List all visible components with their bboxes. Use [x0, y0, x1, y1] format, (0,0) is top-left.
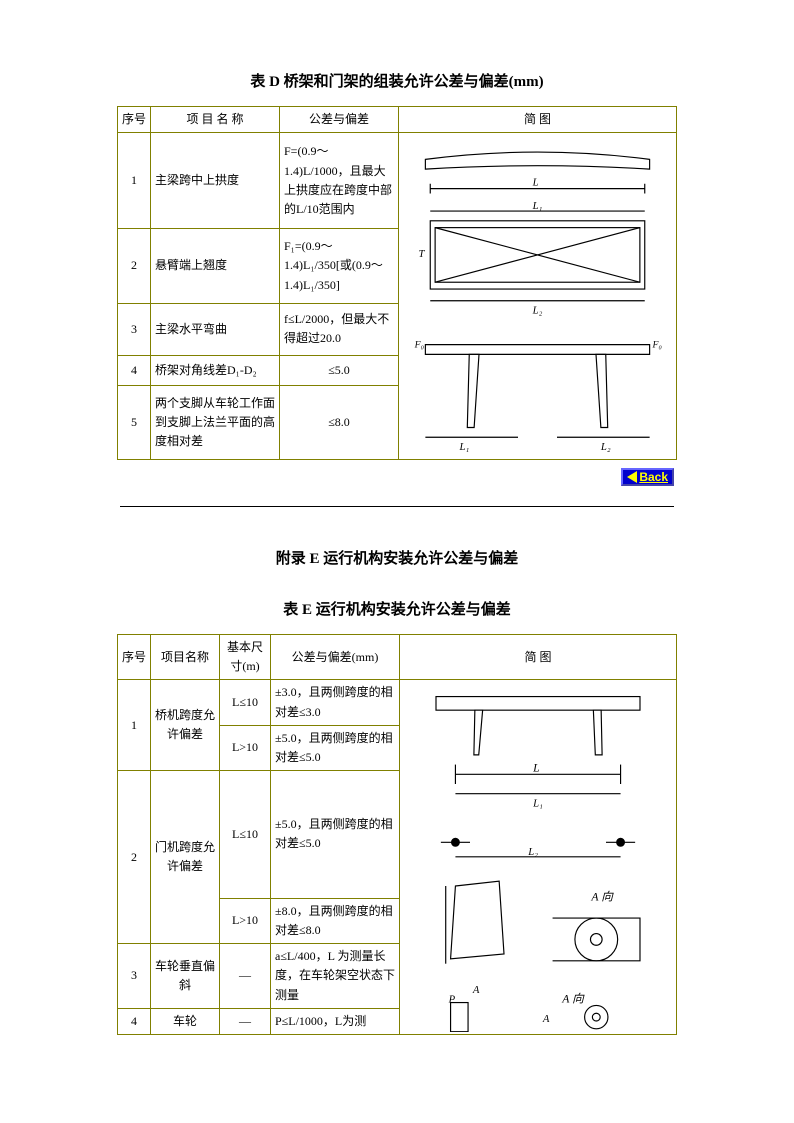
row-size: L≤10	[220, 680, 271, 725]
row-tol: F₁=(0.9～1.4)L₁/350[或(0.9～1.4)L₁/350]	[280, 229, 399, 303]
th-diagram: 简 图	[399, 107, 677, 133]
row-no: 3	[118, 303, 151, 355]
svg-text:A: A	[472, 984, 480, 996]
svg-text:L₂: L₂	[600, 441, 611, 453]
th-name: 项目名称	[151, 634, 220, 679]
row-name: 门机跨度允许偏差	[151, 771, 220, 944]
row-name: 主梁跨中上拱度	[151, 133, 280, 229]
svg-text:L: L	[532, 177, 539, 189]
back-arrow-icon	[627, 471, 637, 483]
mechanism-diagram-icon: L L₁ L₂ A 向	[402, 682, 674, 1032]
th-tol: 公差与偏差	[280, 107, 399, 133]
row-name: 车轮	[151, 1008, 220, 1034]
svg-text:F₀: F₀	[652, 340, 662, 351]
row-no: 2	[118, 771, 151, 944]
row-size: —	[220, 1008, 271, 1034]
th-name: 项 目 名 称	[151, 107, 280, 133]
row-size: L>10	[220, 898, 271, 943]
row-name: 车轮垂直偏斜	[151, 944, 220, 1009]
back-label: Back	[639, 470, 668, 484]
bridge-diagram-icon: L L₁ L₂ T L₁	[401, 135, 674, 457]
svg-text:L₁: L₁	[459, 441, 470, 453]
row-no: 1	[118, 133, 151, 229]
row-no: 1	[118, 680, 151, 771]
row-name: 两个支脚从车轮工作面到支脚上法兰平面的高度相对差	[151, 385, 280, 459]
row-tol: ±8.0，且两侧跨度的相对差≤8.0	[271, 898, 400, 943]
svg-text:L₂: L₂	[532, 305, 543, 317]
diagram-d: L L₁ L₂ T L₁	[399, 133, 677, 460]
th-no: 序号	[118, 634, 151, 679]
appendix-e-heading: 附录 E 运行机构安装允许公差与偏差	[80, 547, 714, 568]
svg-text:L: L	[532, 762, 539, 775]
row-name: 悬臂端上翘度	[151, 229, 280, 303]
table-d-title: 表 D 桥架和门架的组装允许公差与偏差(mm)	[80, 70, 714, 91]
svg-text:L₂: L₂	[527, 846, 538, 858]
row-no: 3	[118, 944, 151, 1009]
row-tol: P≤L/1000，L为测	[271, 1008, 400, 1034]
diagram-e: L L₁ L₂ A 向	[400, 680, 677, 1035]
table-e-title: 表 E 运行机构安装允许公差与偏差	[80, 598, 714, 619]
th-diagram: 简 图	[400, 634, 677, 679]
separator	[120, 506, 674, 507]
row-tol: a≤L/400，L 为测量长度，在车轮架空状态下测量	[271, 944, 400, 1009]
th-tol: 公差与偏差(mm)	[271, 634, 400, 679]
svg-text:A 向: A 向	[561, 993, 585, 1006]
row-name: 桥架对角线差D₁-D₂	[151, 355, 280, 385]
row-no: 5	[118, 385, 151, 459]
svg-text:L₁: L₁	[532, 798, 543, 810]
th-size: 基本尺寸(m)	[220, 634, 271, 679]
row-size: L>10	[220, 725, 271, 770]
svg-text:F₀: F₀	[414, 340, 424, 351]
svg-text:T: T	[419, 248, 426, 260]
row-name: 主梁水平弯曲	[151, 303, 280, 355]
table-e: 序号 项目名称 基本尺寸(m) 公差与偏差(mm) 简 图 1 桥机跨度允许偏差…	[117, 634, 677, 1035]
row-no: 2	[118, 229, 151, 303]
svg-text:A: A	[542, 1013, 550, 1025]
row-size: L≤10	[220, 771, 271, 899]
back-button[interactable]: Back	[621, 468, 674, 486]
table-d: 序号 项 目 名 称 公差与偏差 简 图 1 主梁跨中上拱度 F=(0.9～1.…	[117, 106, 677, 460]
row-tol: F=(0.9～1.4)L/1000，且最大上拱度应在跨度中部的L/10范围内	[280, 133, 399, 229]
row-tol: ≤5.0	[280, 355, 399, 385]
th-no: 序号	[118, 107, 151, 133]
row-name: 桥机跨度允许偏差	[151, 680, 220, 771]
row-no: 4	[118, 1008, 151, 1034]
row-no: 4	[118, 355, 151, 385]
svg-text:L₁: L₁	[532, 200, 543, 212]
row-tol: ±3.0，且两侧跨度的相对差≤3.0	[271, 680, 400, 725]
svg-text:A 向: A 向	[590, 891, 614, 904]
row-tol: ±5.0，且两侧跨度的相对差≤5.0	[271, 771, 400, 899]
row-tol: f≤L/2000，但最大不得超过20.0	[280, 303, 399, 355]
row-size: —	[220, 944, 271, 1009]
row-tol: ±5.0，且两侧跨度的相对差≤5.0	[271, 725, 400, 770]
row-tol: ≤8.0	[280, 385, 399, 459]
